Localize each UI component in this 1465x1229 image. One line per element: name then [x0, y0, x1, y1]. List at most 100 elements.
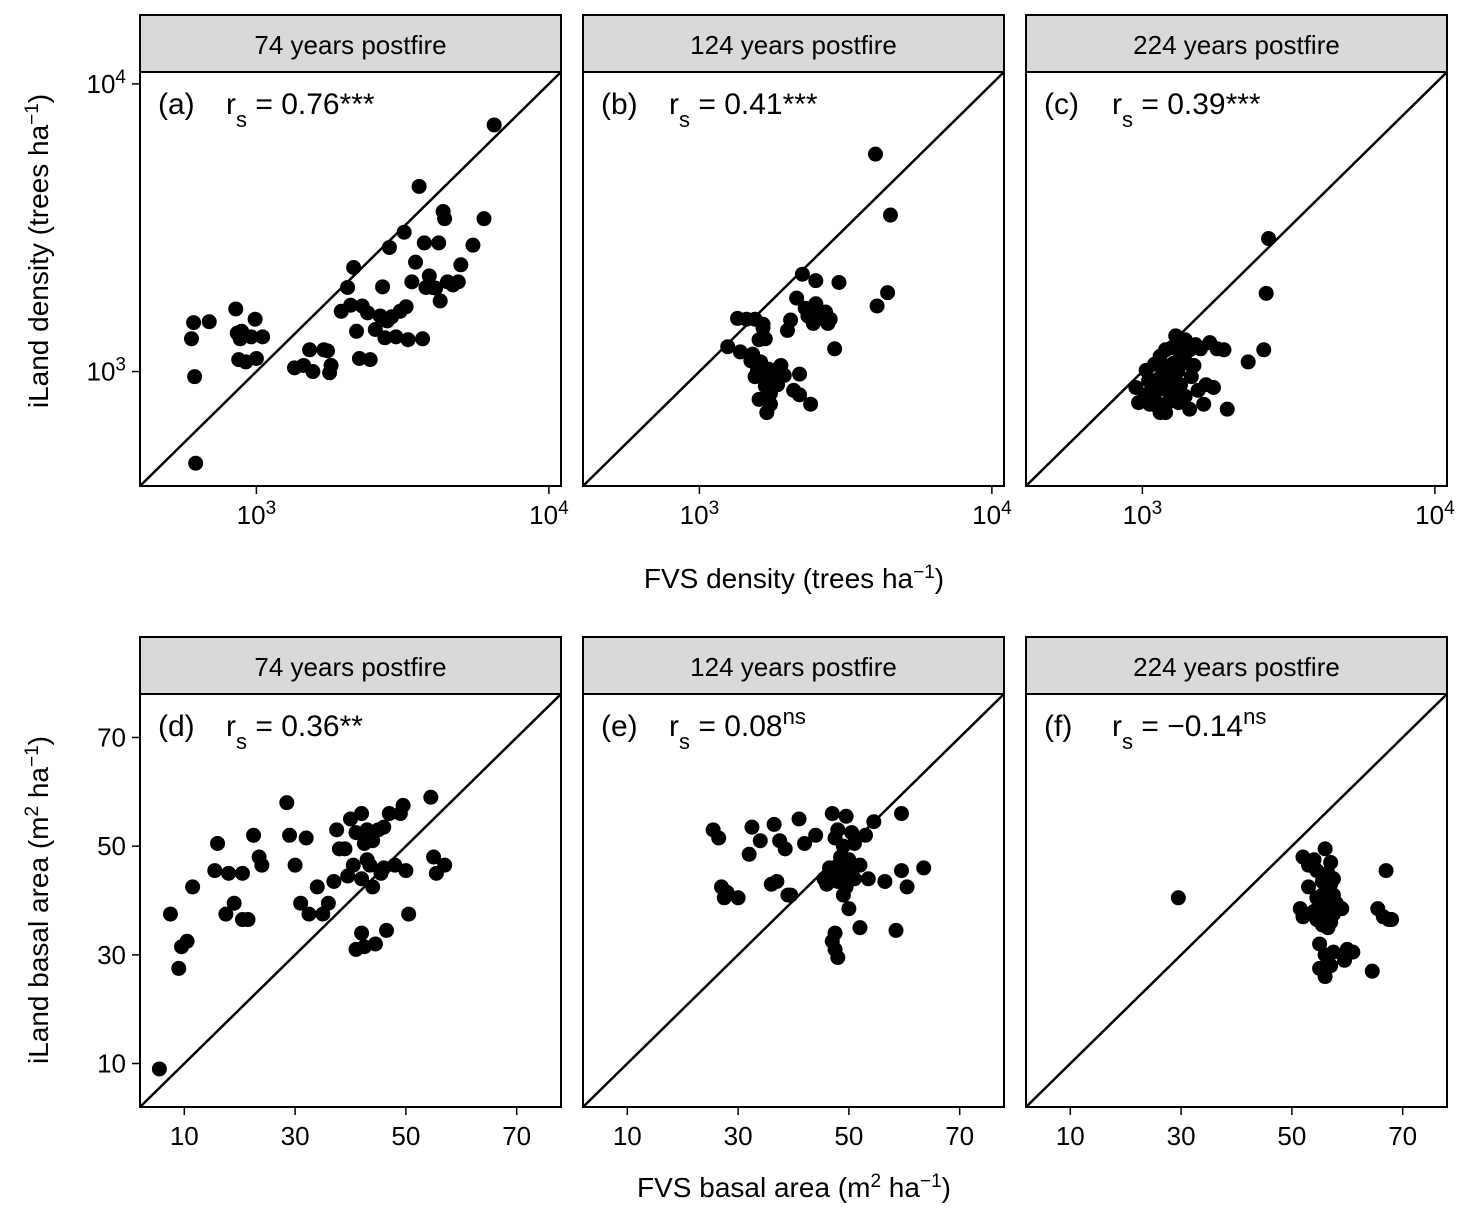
data-point [179, 933, 195, 949]
data-point [1183, 369, 1199, 385]
y-tick-label: 103 [87, 354, 127, 387]
data-point [423, 789, 439, 805]
x-tick-label: 50 [391, 1121, 420, 1151]
panel-c: 224 years postfire (c) rs = 0.39*** 103 104 [1025, 14, 1455, 531]
data-point [824, 806, 840, 822]
data-point [360, 305, 376, 321]
y-tick-label: 104 [87, 66, 127, 99]
y-axis-title-density: iLand density (trees ha−1) [22, 94, 55, 408]
panel-d: 74 years postfire (d) rs = 0.36** 10 30 50 70 1… [97, 636, 562, 1151]
data-point [852, 857, 868, 873]
data-point [221, 865, 237, 881]
data-point [1219, 401, 1235, 417]
data-point [346, 259, 362, 275]
data-point [431, 235, 447, 251]
panel-label: (d) [158, 710, 195, 743]
data-point [309, 879, 325, 895]
data-point [776, 367, 792, 383]
data-point [248, 351, 264, 367]
facet-strip [1025, 636, 1448, 695]
facet-strip [139, 636, 562, 695]
data-point [783, 887, 799, 903]
data-point [247, 311, 263, 327]
data-point [279, 795, 295, 811]
data-point [246, 827, 262, 843]
data-point [377, 330, 393, 346]
data-point [1334, 901, 1350, 917]
one-to-one-line [1025, 693, 1448, 1108]
data-point [151, 1061, 167, 1077]
data-point [860, 871, 876, 887]
data-point [1323, 854, 1339, 870]
data-point [376, 819, 392, 835]
panel-f: 224 years postfire (f) rs = −0.14ns 10 30 50 7… [1025, 636, 1448, 1151]
panel-label: (a) [158, 88, 195, 121]
data-point [1295, 909, 1311, 925]
data-point [762, 396, 778, 412]
data-point [354, 871, 370, 887]
data-point [395, 797, 411, 813]
x-tick-label: 30 [1167, 1121, 1196, 1151]
data-point [388, 329, 404, 345]
data-point [1186, 357, 1202, 373]
data-point [719, 884, 735, 900]
x-tick-label: 10 [1056, 1121, 1085, 1151]
data-point [465, 237, 481, 253]
data-point [367, 936, 383, 952]
data-point [411, 178, 427, 194]
data-point [401, 906, 417, 922]
data-point [830, 950, 846, 966]
data-point [337, 841, 353, 857]
spearman-stat: rs = 0.76*** [226, 88, 375, 132]
y-tick-label: 30 [97, 940, 126, 970]
data-point [379, 922, 395, 938]
data-point [808, 273, 824, 289]
data-point [408, 254, 424, 270]
data-point [766, 816, 782, 832]
data-point [744, 819, 760, 835]
x-tick-label: 104 [1415, 498, 1455, 531]
data-point [345, 857, 361, 873]
x-tick-label: 103 [1123, 498, 1163, 531]
data-point [822, 311, 838, 327]
data-point [858, 827, 874, 843]
data-point [827, 341, 843, 357]
facet-strip-label: 224 years postfire [1133, 652, 1340, 682]
data-point [319, 343, 335, 359]
data-point [476, 211, 492, 227]
data-point [187, 369, 203, 385]
facet-strip [582, 14, 1005, 73]
x-tick-label: 30 [724, 1121, 753, 1151]
data-point [1205, 380, 1221, 396]
data-point [254, 857, 270, 873]
data-point [1170, 890, 1186, 906]
data-point [340, 279, 356, 295]
data-point [1325, 871, 1341, 887]
data-point [349, 323, 365, 339]
data-point [400, 332, 416, 348]
data-point [432, 293, 448, 309]
data-point [343, 811, 358, 827]
y-tick-label: 70 [97, 722, 126, 752]
data-point [421, 268, 437, 284]
data-point [201, 314, 217, 330]
data-point [362, 352, 378, 368]
x-tick-label: 10 [170, 1121, 199, 1151]
x-tick-label: 103 [237, 498, 277, 531]
data-point [852, 920, 868, 936]
data-point [741, 846, 757, 862]
data-point [162, 906, 178, 922]
data-point [302, 342, 318, 358]
data-point [877, 873, 893, 889]
data-point [218, 906, 234, 922]
data-point [894, 806, 910, 822]
facet-strip [1025, 14, 1448, 73]
spearman-stat: rs = −0.14ns [1112, 704, 1266, 754]
data-point [866, 814, 882, 830]
data-point [329, 822, 345, 838]
data-point [867, 146, 883, 162]
y-tick-label: 50 [97, 831, 126, 861]
data-point [354, 806, 370, 822]
data-point [791, 811, 807, 827]
data-point [426, 849, 442, 865]
